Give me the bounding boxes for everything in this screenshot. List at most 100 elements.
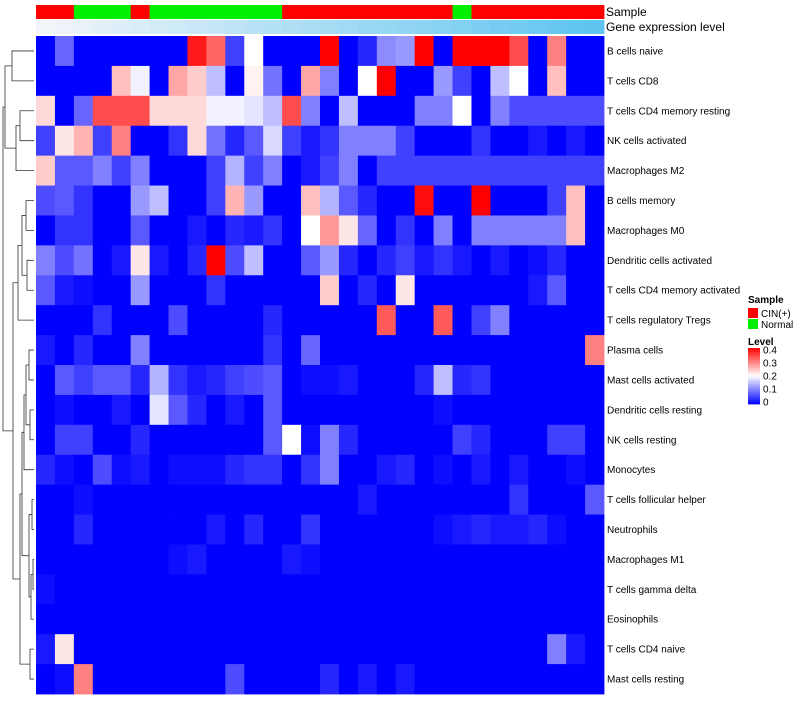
heatmap-cell: [187, 125, 207, 157]
heatmap-cell: [338, 634, 359, 665]
heatmap-cell: [547, 514, 567, 545]
heatmap-cell: [414, 305, 434, 336]
heatmap-cell: [54, 514, 75, 545]
heatmap-cell: [395, 604, 416, 635]
heatmap-cell: [130, 65, 150, 97]
heatmap-cell: [471, 215, 491, 246]
heatmap-cell: [73, 574, 94, 605]
heatmap-cell: [320, 604, 340, 635]
expression-level-annotation-cell: [263, 20, 283, 34]
legend-colorbar-segment: [748, 382, 760, 385]
heatmap-cell: [263, 424, 283, 456]
heatmap-cell: [547, 664, 567, 695]
heatmap-cell: [414, 155, 434, 186]
legend-colorbar-segment: [748, 394, 760, 397]
heatmap-cell: [282, 95, 302, 127]
sample-annotation-cell: [585, 5, 605, 19]
heatmap-cell: [585, 664, 605, 695]
heatmap-cell: [149, 245, 169, 276]
heatmap-cell: [36, 484, 56, 515]
legend-colorbar-segment: [748, 348, 760, 351]
heatmap-cell: [149, 634, 169, 665]
heatmap-cell: [433, 634, 453, 665]
sample-annotation-cell: [149, 5, 169, 19]
heatmap-cell: [263, 544, 283, 575]
heatmap-cell: [111, 514, 132, 545]
heatmap-cell: [357, 424, 378, 456]
heatmap-cell: [338, 185, 359, 216]
heatmap-cell: [225, 335, 245, 366]
heatmap-cell: [282, 484, 302, 515]
heatmap-cell: [92, 65, 113, 97]
heatmap-cell: [433, 155, 453, 186]
row-label: Macrophages M1: [607, 555, 685, 566]
heatmap-cell: [547, 424, 567, 456]
heatmap-cell: [528, 155, 548, 186]
heatmap-cell: [36, 544, 56, 575]
heatmap-cell: [452, 454, 472, 486]
heatmap-cell: [54, 335, 75, 366]
heatmap-cell: [376, 305, 397, 336]
heatmap-cell: [338, 65, 359, 97]
row-label: Eosinophils: [607, 615, 658, 626]
heatmap-cell: [509, 245, 529, 276]
legend-colorbar-segment: [748, 354, 760, 357]
row-label: B cells memory: [607, 196, 675, 207]
heatmap-cell: [36, 604, 56, 635]
heatmap-cell: [585, 245, 605, 276]
heatmap-cell: [414, 335, 434, 366]
sample-annotation-cell: [566, 5, 586, 19]
row-label: T cells follicular helper: [607, 495, 706, 506]
heatmap-cell: [73, 484, 94, 515]
heatmap-cell: [244, 155, 264, 186]
heatmap-cell: [395, 275, 416, 306]
legend-colorbar-segment: [748, 398, 760, 401]
heatmap-cell: [36, 95, 56, 127]
expression-level-annotation-cell: [301, 20, 321, 34]
dendrogram-link: [30, 573, 34, 620]
heatmap-cell: [130, 245, 150, 276]
heatmap-cell: [357, 484, 378, 515]
heatmap-cell: [73, 185, 94, 216]
heatmap-cell: [585, 65, 605, 97]
heatmap-cell: [111, 305, 132, 336]
heatmap-cell: [168, 275, 188, 306]
heatmap-cell: [168, 394, 188, 426]
heatmap-cell: [357, 65, 378, 97]
row-label: Macrophages M2: [607, 166, 685, 177]
legend-sample-label: CIN(+): [761, 309, 791, 320]
legend-colorbar-segment: [748, 356, 760, 359]
heatmap-cell: [92, 215, 113, 246]
expression-level-annotation-cell: [528, 20, 548, 34]
dendrogram-link: [2, 106, 13, 432]
heatmap-cell: [92, 544, 113, 575]
heatmap-cell: [585, 215, 605, 246]
heatmap-cell: [376, 95, 397, 127]
dendrogram-link: [21, 431, 29, 557]
heatmap-cell: [244, 664, 264, 695]
heatmap-cell: [395, 185, 416, 216]
sample-annotation-cell: [168, 5, 188, 19]
heatmap-cell: [357, 275, 378, 306]
heatmap-cell: [149, 574, 169, 605]
heatmap-cell: [206, 574, 226, 605]
dendrogram-link: [28, 514, 32, 598]
heatmap-cell: [566, 95, 586, 127]
heatmap-cell: [130, 604, 150, 635]
expression-level-annotation-cell: [471, 20, 491, 34]
heatmap-cell: [187, 664, 207, 695]
heatmap-cell: [490, 365, 510, 396]
expression-level-annotation-cell: [376, 20, 397, 34]
heatmap-cell: [547, 65, 567, 97]
sample-annotation-cell: [244, 5, 264, 19]
heatmap-cell: [54, 245, 75, 276]
heatmap-cell: [376, 664, 397, 695]
heatmap-cell: [54, 65, 75, 97]
heatmap-cell: [490, 335, 510, 366]
heatmap-cell: [376, 514, 397, 545]
heatmap-cell: [244, 95, 264, 127]
heatmap-cell: [320, 664, 340, 695]
expression-level-annotation-cell: [54, 20, 75, 34]
heatmap-cell: [36, 305, 56, 336]
heatmap-cell: [36, 215, 56, 246]
